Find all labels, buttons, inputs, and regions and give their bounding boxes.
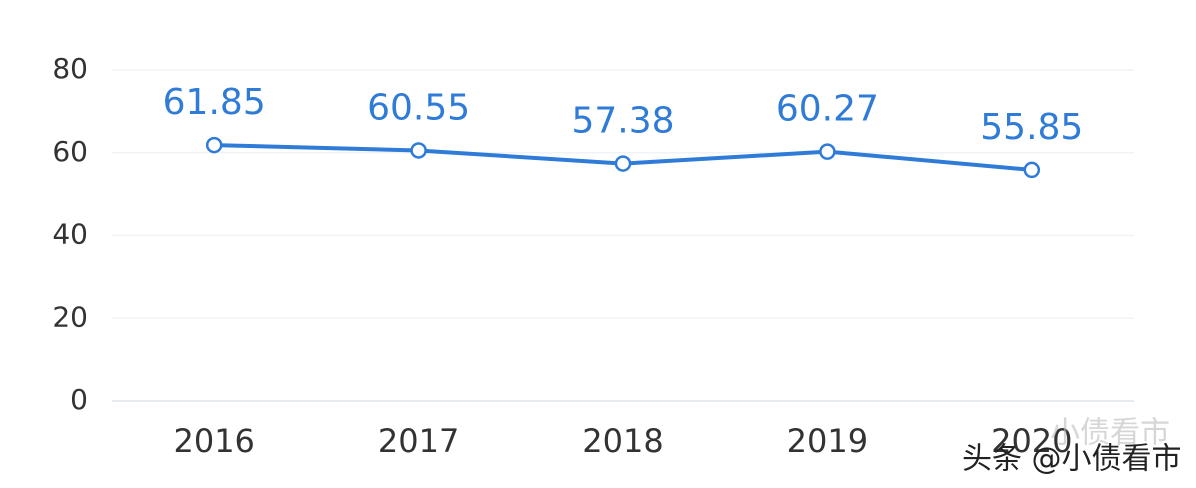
x-tick-label: 2019 [787, 422, 868, 460]
watermark-faint: 小债看市 [1050, 416, 1170, 451]
value-label: 55.85 [980, 107, 1083, 148]
watermark: 头条 @小债看市 [962, 442, 1182, 477]
y-tick-label: 20 [52, 300, 88, 333]
point [205, 136, 223, 154]
point [410, 142, 427, 159]
value-label: 57.38 [571, 101, 674, 142]
x-tick-label: 2016 [173, 422, 254, 460]
y-tick-label: 80 [52, 52, 88, 85]
x-tick-label: 2020 [991, 422, 1072, 460]
point [819, 143, 836, 160]
point [1023, 161, 1041, 179]
value-label: 60.55 [367, 87, 470, 128]
value-label: 60.27 [776, 89, 879, 130]
x-tick-label: 2017 [378, 422, 459, 460]
y-tick-label: 40 [52, 218, 88, 251]
value-label: 61.85 [163, 82, 266, 123]
y-tick-label: 60 [52, 135, 88, 168]
x-tick-label: 2018 [582, 422, 663, 460]
y-tick-label: 0 [70, 383, 88, 416]
point [614, 155, 632, 172]
